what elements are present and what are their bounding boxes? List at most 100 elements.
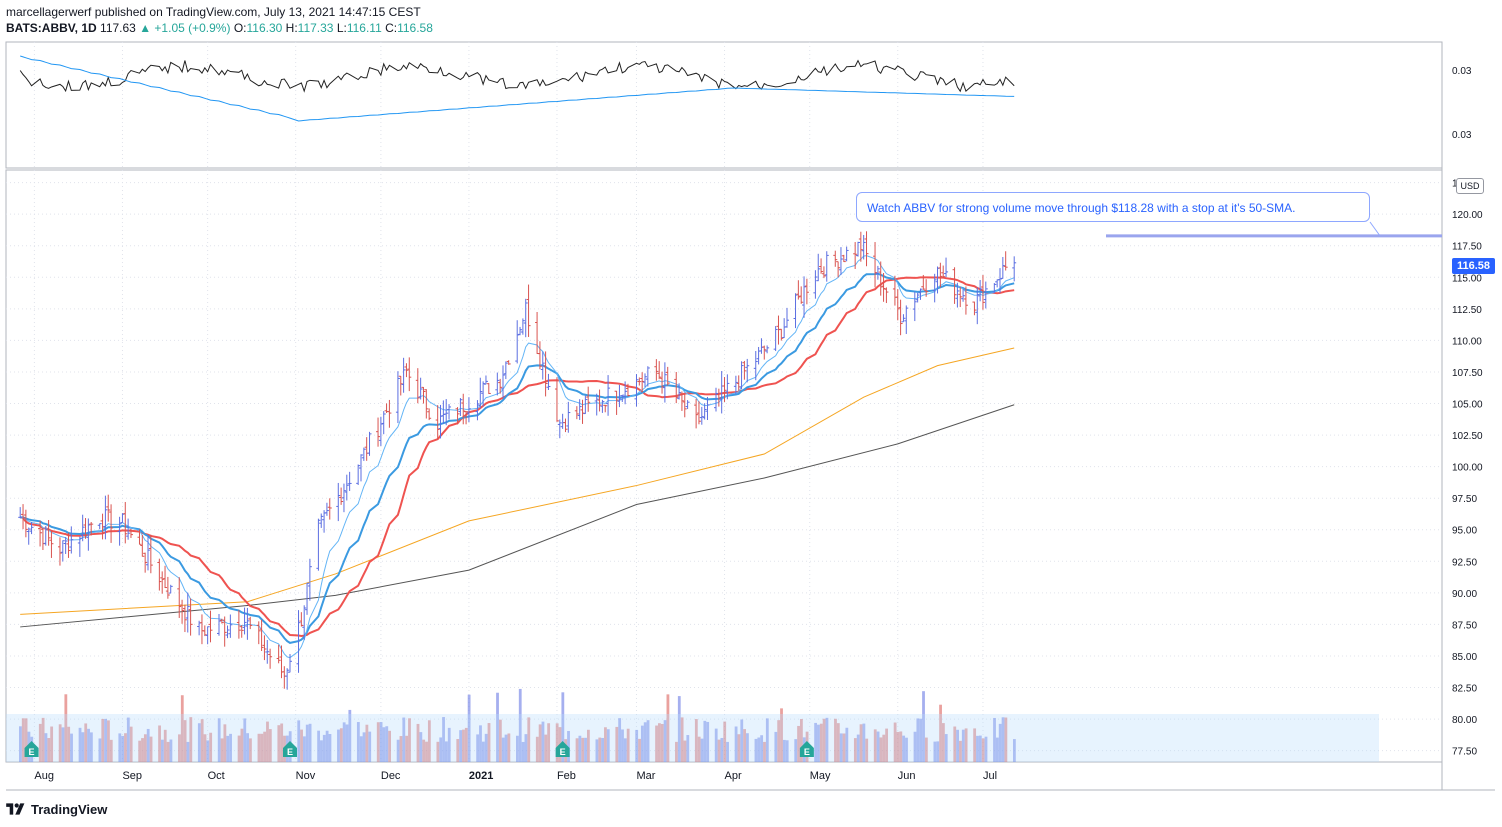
volume-bar <box>501 737 505 762</box>
volume-bar <box>677 696 681 762</box>
x-tick-label: Nov <box>296 770 316 782</box>
volume-bar <box>819 723 823 762</box>
last-price-tag: 116.58 <box>1451 258 1495 274</box>
volume-bar <box>842 733 846 762</box>
x-tick-label: Sep <box>122 770 142 782</box>
volume-bar <box>743 729 746 762</box>
y-tick-label: 90.00 <box>1452 589 1477 600</box>
volume-bar <box>623 738 627 762</box>
volume-bar <box>919 718 923 762</box>
y-tick-label: 117.50 <box>1452 242 1482 253</box>
volume-bar <box>660 723 664 762</box>
volume-bar <box>183 720 187 762</box>
volume-bar <box>356 722 360 762</box>
volume-bar <box>87 728 90 762</box>
volume-bar <box>107 720 110 762</box>
volume-bar <box>237 735 241 762</box>
volume-bar <box>101 718 105 762</box>
volume-bar <box>507 733 511 762</box>
volume-bar <box>305 724 309 762</box>
volume-bar <box>146 728 150 762</box>
volume-bar <box>518 688 522 762</box>
footer-brand[interactable]: TradingView <box>6 799 107 819</box>
last-price: 117.63 <box>100 21 136 35</box>
volume-bar <box>84 723 88 762</box>
volume-bar <box>697 736 701 762</box>
volume-bar <box>959 740 962 762</box>
x-tick-label: Feb <box>557 770 576 782</box>
volume-bar <box>459 730 462 762</box>
volume-bar <box>694 719 698 762</box>
volume-bar <box>646 720 650 762</box>
symbol-label[interactable]: BATS:ABBV, 1D <box>6 21 97 35</box>
volume-bar <box>158 725 161 762</box>
volume-bar <box>876 731 880 762</box>
volume-bar <box>163 729 167 762</box>
volume-bar <box>498 719 502 762</box>
change-value: +1.05 (+0.9%) <box>154 21 231 35</box>
volume-bar <box>186 741 190 762</box>
volume-bar <box>760 735 764 762</box>
close-value: 116.58 <box>397 21 433 35</box>
volume-bar <box>217 718 221 762</box>
volume-bar <box>268 729 272 762</box>
volume-bar <box>442 717 445 762</box>
volume-bar <box>121 735 125 762</box>
sma-50-line <box>20 276 1015 638</box>
volume-bar <box>249 738 252 762</box>
volume-bar <box>555 723 559 762</box>
idea-annotation[interactable]: Watch ABBV for strong volume move throug… <box>856 192 1370 222</box>
earnings-icon: E <box>283 741 297 757</box>
volume-bar <box>862 723 866 762</box>
x-tick-label: May <box>810 770 831 782</box>
volume-bar <box>899 731 903 762</box>
volume-bar <box>303 736 306 762</box>
volume-bar <box>658 723 661 762</box>
volume-bar <box>782 739 786 762</box>
volume-bar <box>342 722 346 762</box>
volume-bar <box>19 726 22 762</box>
volume-bar <box>161 739 164 762</box>
volume-bar <box>64 694 68 762</box>
volume-bar <box>587 729 590 762</box>
y-tick-label: 102.50 <box>1452 431 1483 442</box>
volume-bar <box>21 718 25 762</box>
volume-bar <box>606 729 610 762</box>
y-tick-label: 92.50 <box>1452 557 1477 568</box>
volume-bar <box>464 727 468 762</box>
volume-bar <box>320 740 323 762</box>
x-tick-label: Mar <box>636 770 655 782</box>
volume-bar <box>317 730 320 762</box>
volume-bar <box>961 729 965 762</box>
earnings-letter: E <box>804 747 810 757</box>
x-tick-label: Dec <box>381 770 401 782</box>
volume-bar <box>981 738 985 762</box>
volume-bar <box>1013 739 1016 762</box>
volume-bar <box>777 720 781 762</box>
volume-bar <box>814 722 817 762</box>
volume-bar <box>143 734 147 762</box>
volume-bar <box>385 726 389 762</box>
volume-bar <box>405 735 409 762</box>
sma-200-line <box>20 404 1015 628</box>
volume-bar <box>956 729 959 762</box>
volume-bar <box>737 734 741 762</box>
volume-bar <box>1004 717 1008 762</box>
volume-bar <box>723 721 727 762</box>
volume-bar <box>703 720 707 762</box>
volume-bar <box>797 725 800 762</box>
volume-bar <box>939 704 942 762</box>
y-tick-label: 120.00 <box>1452 210 1483 221</box>
currency-badge[interactable]: USD <box>1456 178 1484 194</box>
volume-bar <box>873 729 877 762</box>
volume-bar <box>138 740 142 762</box>
volume-bar <box>467 694 471 762</box>
x-tick-label: Apr <box>725 770 742 782</box>
volume-bar <box>61 727 65 762</box>
sma-100-line <box>20 347 1015 615</box>
volume-bar <box>780 708 783 762</box>
x-tick-label: Jun <box>898 770 916 782</box>
rs-tick-label: 0.03 <box>1452 66 1472 77</box>
